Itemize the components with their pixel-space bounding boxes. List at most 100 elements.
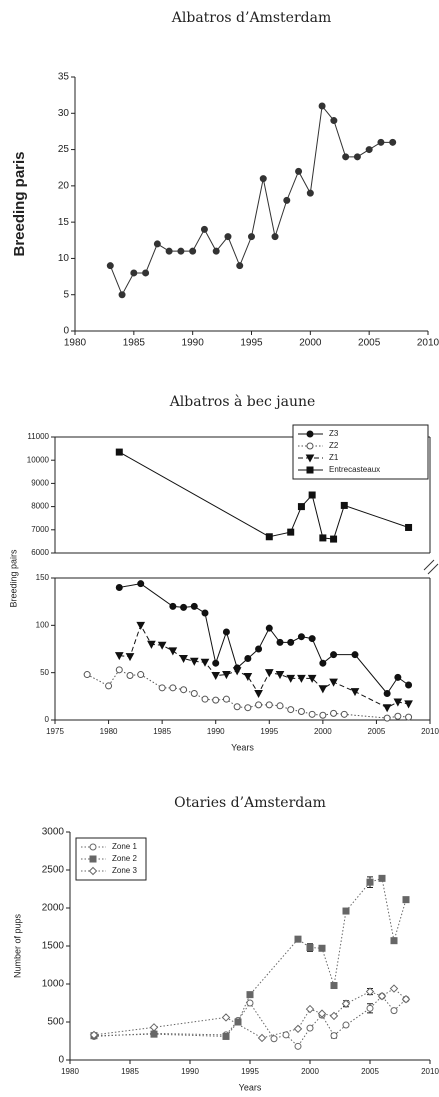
point [270, 1035, 278, 1043]
x-tick-label: 1980 [64, 338, 87, 349]
y-tick-label: 30 [58, 108, 70, 119]
point [330, 709, 338, 717]
point [236, 262, 244, 270]
y-tick-label: 6000 [31, 548, 49, 557]
point [319, 711, 327, 719]
point [89, 1030, 99, 1040]
point [233, 703, 241, 711]
point [383, 689, 391, 697]
x-tick-label: 2010 [421, 727, 439, 736]
point [201, 695, 209, 703]
point [287, 528, 295, 536]
point [393, 698, 403, 707]
point [383, 714, 391, 722]
y-tick-label: 8000 [31, 502, 49, 511]
x-tick-label: 1995 [240, 338, 263, 349]
point [286, 674, 296, 683]
point [264, 669, 274, 678]
series-line [93, 877, 407, 1037]
y-tick-label: 0 [58, 1055, 64, 1066]
point [330, 982, 338, 990]
legend-label: Zone 3 [112, 866, 137, 875]
point [126, 672, 134, 680]
point [308, 710, 316, 718]
point [136, 621, 146, 630]
point [365, 146, 373, 154]
legend-label: Zone 1 [112, 842, 137, 851]
point [200, 658, 210, 667]
x-tick-label: 1980 [100, 727, 118, 736]
point [106, 262, 114, 270]
point [153, 240, 161, 248]
point [287, 706, 295, 714]
x-tick-label: 1975 [46, 727, 64, 736]
point [244, 654, 252, 662]
point [232, 667, 242, 676]
point [212, 247, 220, 255]
y-tick-label: 35 [58, 72, 70, 83]
point [180, 686, 188, 694]
y-tick-label: 0 [45, 715, 50, 724]
point [306, 442, 314, 450]
x-tick-label: 2010 [421, 1067, 439, 1076]
x-tick-label: 1990 [181, 1067, 199, 1076]
point [115, 666, 123, 674]
point [224, 233, 232, 241]
y-tick-label: 20 [58, 180, 70, 191]
point [342, 153, 350, 161]
point [265, 533, 273, 541]
point [255, 701, 263, 709]
point [234, 1018, 242, 1026]
x-axis-label: Years [231, 742, 254, 752]
point [246, 999, 254, 1007]
point [318, 685, 328, 694]
point [282, 1031, 290, 1039]
point [394, 673, 402, 681]
point [330, 1032, 338, 1040]
point [366, 878, 374, 886]
point [212, 696, 220, 704]
legend-label: Zone 2 [112, 854, 137, 863]
point [254, 689, 263, 699]
point [294, 935, 302, 943]
point [137, 671, 145, 679]
y-axis-label: Breeding paris [11, 151, 28, 256]
point [257, 1033, 267, 1043]
point [222, 695, 230, 703]
point [342, 907, 350, 915]
point [305, 454, 315, 463]
point [248, 233, 255, 241]
y-tick-label: 10 [58, 253, 70, 264]
point [259, 175, 267, 183]
point [318, 944, 326, 952]
point [137, 580, 145, 588]
point [317, 1009, 327, 1018]
x-tick-label: 1990 [207, 727, 225, 736]
point [394, 712, 402, 720]
point [89, 843, 97, 851]
point [125, 653, 135, 662]
y-tick-label: 11000 [27, 432, 49, 441]
point [244, 704, 252, 712]
point [142, 269, 150, 277]
point [243, 672, 253, 682]
point [401, 994, 411, 1004]
point [353, 153, 361, 161]
point [297, 674, 306, 683]
y-tick-label: 150 [36, 573, 50, 582]
point [222, 671, 231, 680]
point [276, 702, 284, 710]
point [306, 466, 314, 474]
point [147, 640, 156, 649]
point [319, 659, 327, 667]
point [180, 603, 188, 611]
chart-title: Otaries d’Amsterdam [174, 795, 326, 811]
point [212, 659, 220, 667]
x-tick-label: 1995 [241, 1067, 259, 1076]
chart-title: Albatros à bec jaune [169, 393, 316, 410]
y-axis-label: Number of pups [12, 913, 22, 978]
point [377, 991, 387, 1001]
point [222, 628, 230, 636]
series-line [86, 669, 409, 719]
